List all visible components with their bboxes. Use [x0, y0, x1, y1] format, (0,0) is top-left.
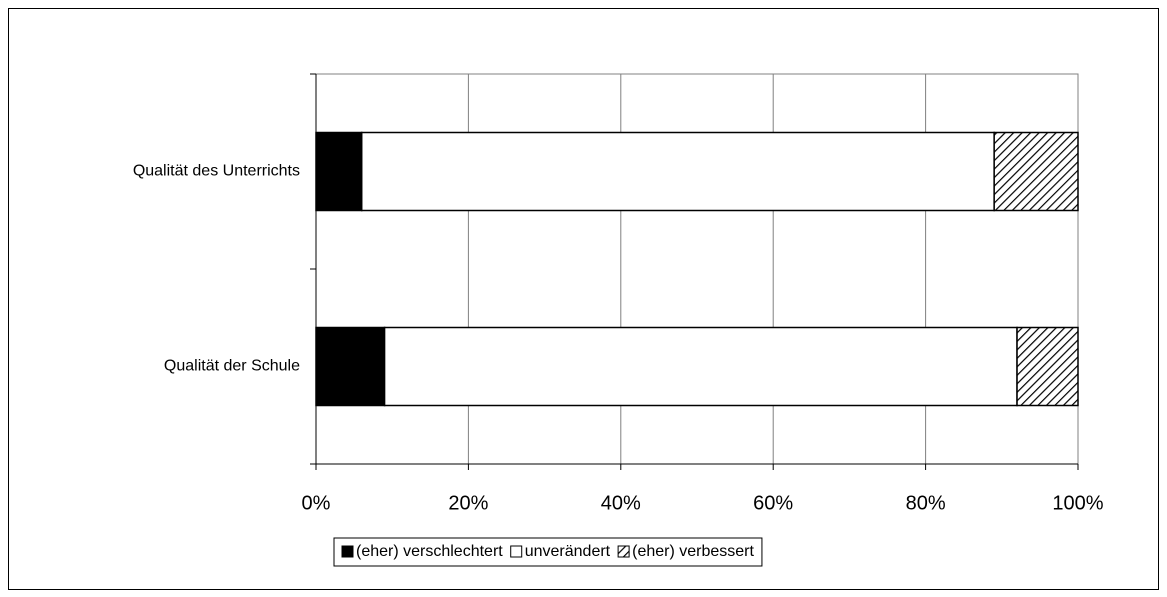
x-tick-label: 0%: [302, 492, 331, 514]
y-tick-label: Qualität des Unterrichts: [133, 163, 300, 180]
legend-swatch: [341, 545, 354, 558]
legend-label: unverändert: [525, 543, 611, 560]
bar-segment: [315, 326, 386, 407]
x-tick-label: 100%: [1052, 492, 1103, 514]
legend-swatch: [617, 545, 630, 558]
y-tick-label: Qualität der Schule: [164, 358, 300, 375]
legend-label: (eher) verschlechtert: [356, 543, 503, 560]
bar-segment: [993, 131, 1079, 212]
x-tick-label: 80%: [906, 492, 946, 514]
legend: [333, 537, 763, 567]
x-tick-label: 60%: [753, 492, 793, 514]
bar-segment: [315, 131, 363, 212]
bar-segment: [360, 131, 995, 212]
legend-swatch: [510, 545, 523, 558]
bar-segment: [383, 326, 1018, 407]
x-tick-label: 20%: [448, 492, 488, 514]
x-tick-label: 40%: [601, 492, 641, 514]
bar-segment: [1016, 326, 1079, 407]
chart-frame: [8, 8, 1159, 590]
legend-label: (eher) verbessert: [632, 543, 754, 560]
